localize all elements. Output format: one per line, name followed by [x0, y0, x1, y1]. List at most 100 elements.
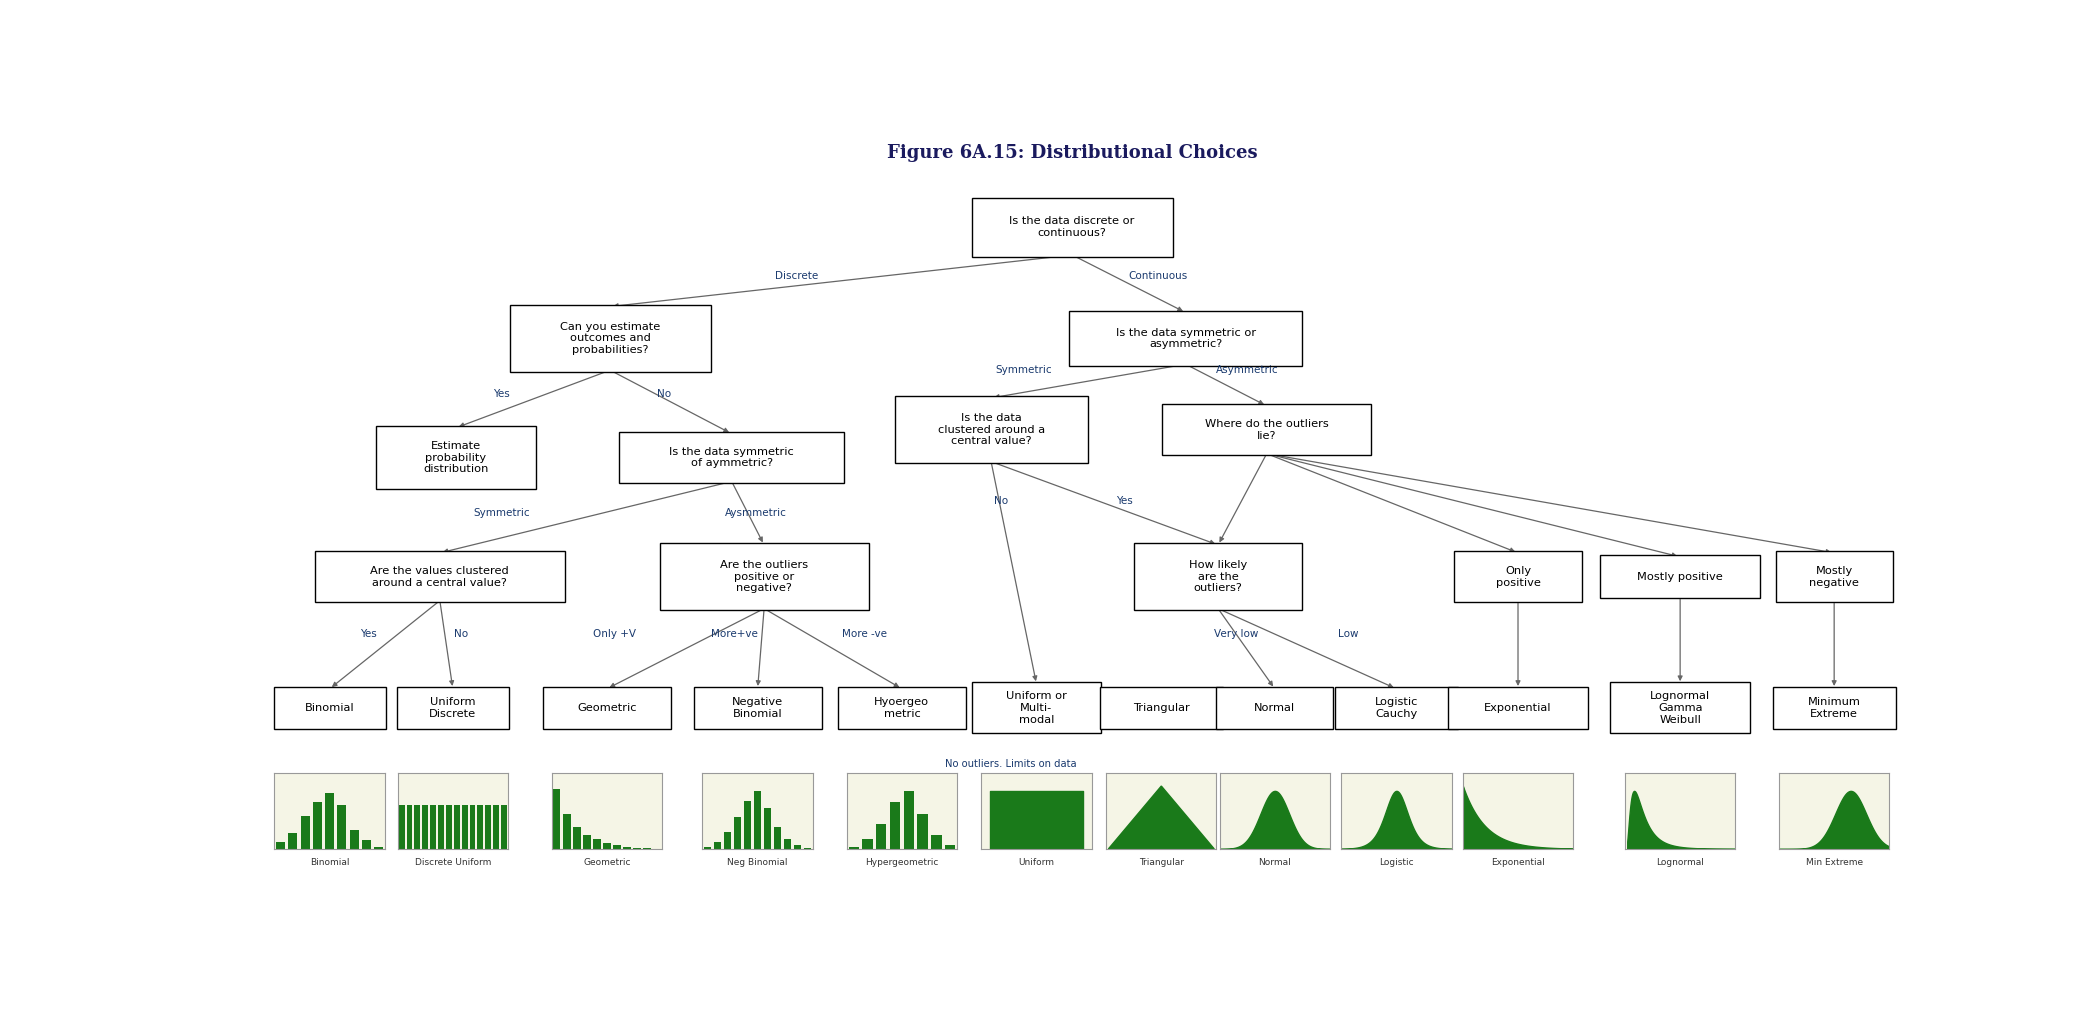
Bar	[634, 847, 640, 849]
Bar	[414, 805, 420, 849]
Text: Continuous: Continuous	[1128, 271, 1188, 282]
Text: Lognormal
Gamma
Weibull: Lognormal Gamma Weibull	[1651, 691, 1709, 724]
Bar	[703, 846, 711, 849]
Bar	[849, 847, 860, 849]
Text: Discrete Uniform: Discrete Uniform	[414, 859, 492, 867]
FancyBboxPatch shape	[895, 396, 1088, 463]
Text: Only
positive: Only positive	[1496, 566, 1540, 587]
Text: Binomial: Binomial	[305, 703, 354, 713]
Text: Lognormal: Lognormal	[1657, 859, 1705, 867]
FancyBboxPatch shape	[1100, 687, 1224, 729]
Bar	[613, 845, 621, 849]
FancyBboxPatch shape	[1772, 687, 1895, 729]
Bar	[400, 805, 404, 849]
FancyBboxPatch shape	[659, 544, 868, 610]
Text: Negative
Binomial: Negative Binomial	[732, 697, 782, 718]
Text: Symmetric: Symmetric	[473, 508, 529, 518]
Bar	[502, 805, 506, 849]
Bar	[795, 845, 801, 849]
Text: Symmetric: Symmetric	[996, 365, 1052, 376]
Text: Uniform or
Multi-
modal: Uniform or Multi- modal	[1006, 691, 1067, 724]
Bar	[454, 805, 460, 849]
FancyBboxPatch shape	[973, 682, 1100, 734]
Polygon shape	[1109, 786, 1213, 849]
Bar	[406, 805, 412, 849]
FancyBboxPatch shape	[1215, 687, 1333, 729]
Text: Geometric: Geometric	[584, 859, 630, 867]
Text: Asymmetric: Asymmetric	[1215, 365, 1278, 376]
Bar	[423, 805, 429, 849]
Bar	[276, 842, 285, 849]
Bar	[289, 833, 297, 849]
Bar	[573, 827, 579, 849]
FancyBboxPatch shape	[274, 687, 385, 729]
Bar	[349, 831, 358, 849]
FancyBboxPatch shape	[377, 426, 536, 489]
Text: No outliers. Limits on data: No outliers. Limits on data	[946, 759, 1077, 769]
Bar	[324, 793, 335, 849]
Bar	[437, 805, 444, 849]
Text: No: No	[994, 496, 1008, 507]
Bar	[584, 835, 590, 849]
Bar	[713, 842, 722, 849]
Bar	[803, 847, 812, 849]
Text: Where do the outliers
lie?: Where do the outliers lie?	[1205, 419, 1328, 441]
Text: Uniform: Uniform	[1019, 859, 1054, 867]
FancyBboxPatch shape	[1600, 555, 1759, 599]
Text: Minimum
Extreme: Minimum Extreme	[1807, 697, 1860, 718]
Bar	[753, 791, 761, 849]
Bar	[494, 805, 500, 849]
Text: Min Extreme: Min Extreme	[1805, 859, 1862, 867]
Text: Exponential: Exponential	[1492, 859, 1544, 867]
Text: No: No	[657, 389, 672, 399]
Text: Figure 6A.15: Distributional Choices: Figure 6A.15: Distributional Choices	[887, 143, 1257, 162]
FancyBboxPatch shape	[316, 551, 565, 603]
Text: Only +V: Only +V	[594, 628, 636, 639]
Bar	[462, 805, 469, 849]
Text: Low: Low	[1337, 628, 1358, 639]
FancyBboxPatch shape	[1454, 551, 1582, 603]
Bar	[946, 845, 956, 849]
Bar	[431, 805, 435, 849]
Bar	[784, 839, 791, 849]
FancyBboxPatch shape	[1448, 687, 1588, 729]
Text: Yes: Yes	[494, 389, 510, 399]
Text: Triangular: Triangular	[1138, 859, 1184, 867]
Text: Hyoergeo
metric: Hyoergeo metric	[874, 697, 929, 718]
Text: Estimate
probability
distribution: Estimate probability distribution	[423, 441, 490, 474]
Text: Is the data
clustered around a
central value?: Is the data clustered around a central v…	[937, 413, 1044, 447]
Text: Discrete: Discrete	[774, 271, 818, 282]
Text: Triangular: Triangular	[1134, 703, 1190, 713]
Bar	[724, 832, 732, 849]
Text: Is the data symmetric
of aymmetric?: Is the data symmetric of aymmetric?	[669, 447, 795, 469]
FancyBboxPatch shape	[839, 687, 967, 729]
Bar	[469, 805, 475, 849]
Text: Geometric: Geometric	[577, 703, 636, 713]
FancyBboxPatch shape	[695, 687, 822, 729]
Text: Aysmmetric: Aysmmetric	[726, 508, 787, 518]
Bar	[374, 846, 383, 849]
Text: Uniform
Discrete: Uniform Discrete	[429, 697, 477, 718]
Text: Are the outliers
positive or
negative?: Are the outliers positive or negative?	[720, 560, 808, 593]
Text: Logistic
Cauchy: Logistic Cauchy	[1374, 697, 1418, 718]
Text: Exponential: Exponential	[1483, 703, 1552, 713]
FancyBboxPatch shape	[542, 687, 672, 729]
Bar	[745, 801, 751, 849]
Bar	[918, 814, 927, 849]
Bar	[552, 788, 561, 849]
Text: Can you estimate
outcomes and
probabilities?: Can you estimate outcomes and probabilit…	[561, 322, 661, 355]
Bar	[592, 839, 600, 849]
FancyBboxPatch shape	[619, 432, 845, 483]
Text: More+ve: More+ve	[711, 628, 759, 639]
Text: Neg Binomial: Neg Binomial	[728, 859, 789, 867]
Bar	[563, 814, 571, 849]
FancyBboxPatch shape	[397, 687, 508, 729]
Bar	[337, 805, 347, 849]
Text: Is the data discrete or
continuous?: Is the data discrete or continuous?	[1010, 217, 1134, 238]
Text: Yes: Yes	[360, 628, 377, 639]
Text: Yes: Yes	[1115, 496, 1132, 507]
Text: Mostly
negative: Mostly negative	[1810, 566, 1860, 587]
Bar	[904, 791, 914, 849]
Bar	[734, 817, 741, 849]
Bar	[774, 828, 782, 849]
